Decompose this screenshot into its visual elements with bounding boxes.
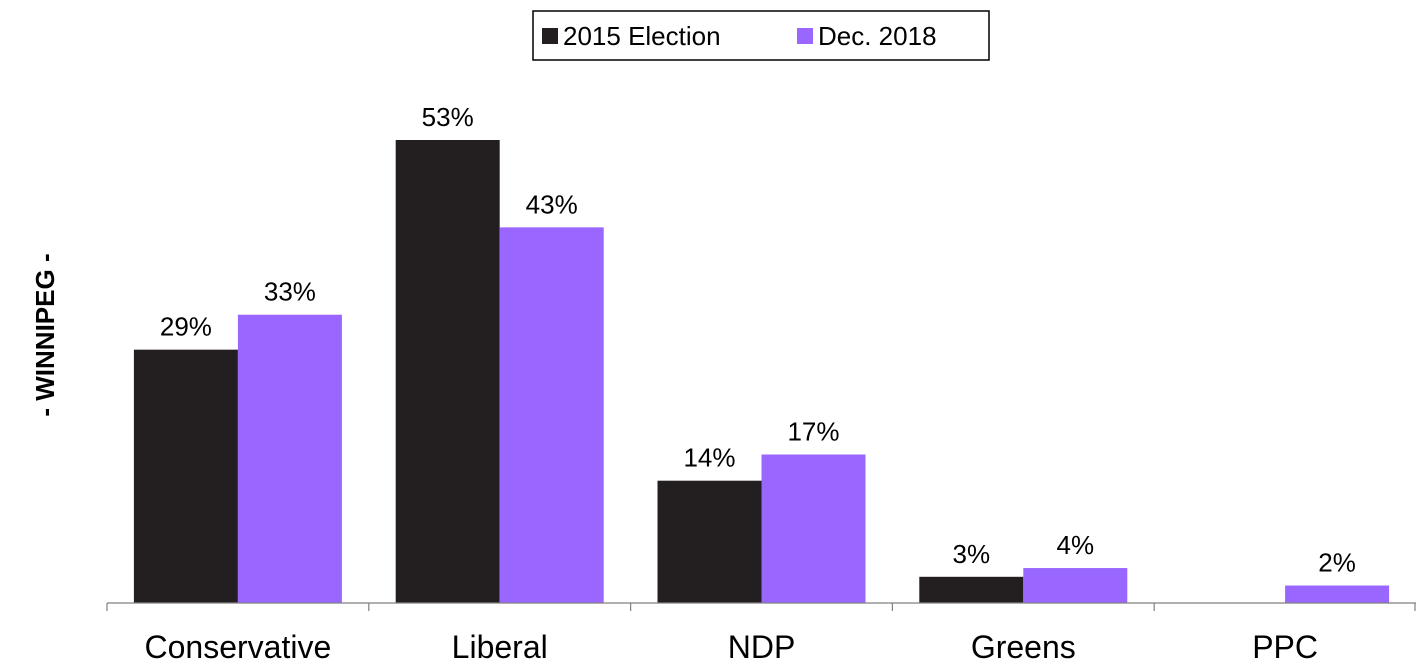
data-label-liberal-series-2: 43% [526, 189, 578, 219]
data-label-greens-series-1: 3% [953, 539, 991, 569]
bar-liberal-series-1 [395, 140, 500, 603]
legend-box [532, 10, 990, 61]
x-tick-label-conservative: Conservative [145, 629, 332, 665]
legend: 2015 Election Dec. 2018 [532, 10, 990, 61]
data-label-ndp-series-1: 14% [683, 443, 735, 473]
bar-ndp-series-1 [657, 480, 762, 603]
bar-conservative-series-2 [237, 314, 342, 603]
bar-conservative-series-1 [133, 349, 238, 603]
x-axis: Conservative Liberal NDP Greens PPC [106, 602, 1416, 665]
x-tick-label-liberal: Liberal [452, 629, 548, 665]
data-label-conservative-series-2: 33% [264, 277, 316, 307]
bar-ndp-series-2 [761, 454, 866, 603]
y-axis-label: - WINNIPEG - [30, 253, 60, 416]
bar-greens-series-1 [919, 576, 1024, 603]
legend-swatch-series-1 [542, 28, 558, 44]
bars [133, 140, 1390, 603]
legend-swatch-series-2 [797, 28, 813, 44]
bar-greens-series-2 [1023, 568, 1128, 603]
data-label-conservative-series-1: 29% [160, 312, 212, 342]
legend-label-series-2: Dec. 2018 [818, 21, 937, 51]
data-label-ppc-series-2: 2% [1318, 548, 1356, 578]
data-label-greens-series-2: 4% [1057, 530, 1095, 560]
x-tick-label-greens: Greens [971, 629, 1076, 665]
data-labels: 29% 33% 53% 43% 14% 17% 3% 4% 2% [160, 102, 1356, 578]
data-label-liberal-series-1: 53% [422, 102, 474, 132]
x-tick-label-ppc: PPC [1252, 629, 1318, 665]
x-tick-label-ndp: NDP [728, 629, 796, 665]
bar-ppc-series-2 [1285, 585, 1390, 603]
legend-label-series-1: 2015 Election [563, 21, 721, 51]
bar-liberal-series-2 [499, 227, 604, 603]
data-label-ndp-series-2: 17% [787, 416, 839, 446]
